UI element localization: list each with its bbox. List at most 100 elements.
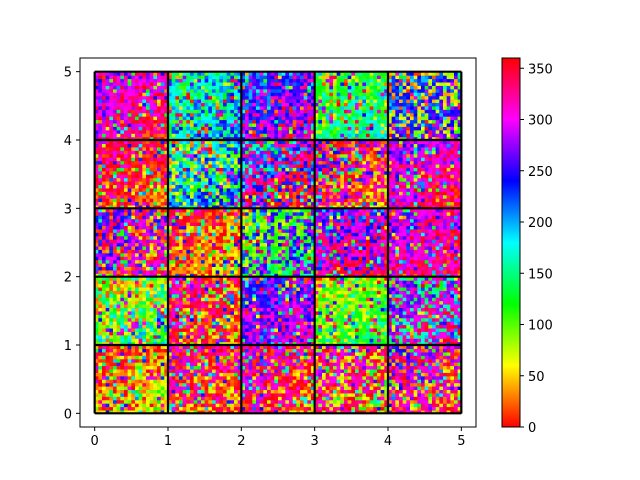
heatmap-cell xyxy=(131,88,136,93)
heatmap-cell xyxy=(212,160,217,165)
heatmap-cell xyxy=(215,163,220,168)
heatmap-cell xyxy=(124,177,129,182)
heatmap-cell xyxy=(267,215,272,220)
heatmap-cell xyxy=(274,204,279,209)
heatmap-cell xyxy=(135,177,140,182)
heatmap-cell xyxy=(153,112,158,117)
heatmap-cell xyxy=(201,362,206,367)
heatmap-cell xyxy=(138,386,143,391)
heatmap-cell xyxy=(208,300,213,305)
heatmap-cell xyxy=(274,170,279,175)
heatmap-cell xyxy=(149,331,154,336)
heatmap-cell xyxy=(230,389,235,394)
heatmap-cell xyxy=(223,235,228,240)
heatmap-cell xyxy=(270,327,275,332)
heatmap-cell xyxy=(168,317,173,322)
heatmap-cell xyxy=(219,321,224,326)
heatmap-cell xyxy=(204,341,209,346)
heatmap-cell xyxy=(142,304,147,309)
heatmap-cell xyxy=(237,102,242,107)
heatmap-cell xyxy=(102,269,107,274)
heatmap-cell xyxy=(208,92,213,97)
heatmap-cell xyxy=(168,327,173,332)
heatmap-cell xyxy=(157,297,162,302)
heatmap-cell xyxy=(190,122,195,127)
heatmap-cell xyxy=(256,232,261,237)
heatmap-cell xyxy=(149,143,154,148)
heatmap-cell xyxy=(160,386,165,391)
heatmap-cell xyxy=(186,232,191,237)
heatmap-cell xyxy=(256,122,261,127)
heatmap-cell xyxy=(182,348,187,353)
heatmap-cell xyxy=(204,150,209,155)
heatmap-cell xyxy=(182,365,187,370)
heatmap-cell xyxy=(182,362,187,367)
heatmap-cell xyxy=(212,109,217,114)
heatmap-cell xyxy=(245,317,250,322)
heatmap-cell xyxy=(274,211,279,216)
heatmap-cell xyxy=(113,122,118,127)
heatmap-cell xyxy=(252,153,257,158)
heatmap-cell xyxy=(146,78,151,83)
heatmap-cell xyxy=(116,198,121,203)
heatmap-cell xyxy=(259,160,264,165)
heatmap-cell xyxy=(124,297,129,302)
heatmap-cell xyxy=(193,358,198,363)
heatmap-cell xyxy=(116,174,121,179)
heatmap-cell xyxy=(179,263,184,268)
heatmap-cell xyxy=(98,348,103,353)
heatmap-cell xyxy=(168,194,173,199)
heatmap-cell xyxy=(160,382,165,387)
heatmap-cell xyxy=(212,143,217,148)
heatmap-cell xyxy=(138,112,143,117)
heatmap-cell xyxy=(248,345,253,350)
heatmap-cell xyxy=(267,249,272,254)
heatmap-cell xyxy=(94,71,99,76)
heatmap-cell xyxy=(138,109,143,114)
heatmap-cell xyxy=(215,242,220,247)
heatmap-cell xyxy=(142,116,147,121)
heatmap-cell xyxy=(102,365,107,370)
heatmap-cell xyxy=(153,283,158,288)
heatmap-cell xyxy=(245,389,250,394)
heatmap-cell xyxy=(237,331,242,336)
heatmap-cell xyxy=(98,75,103,80)
heatmap-cell xyxy=(259,348,264,353)
heatmap-cell xyxy=(116,375,121,380)
heatmap-cell xyxy=(168,228,173,233)
heatmap-cell xyxy=(164,304,169,309)
heatmap-cell xyxy=(241,109,246,114)
heatmap-cell xyxy=(124,99,129,104)
heatmap-cell xyxy=(153,232,158,237)
heatmap-cell xyxy=(102,321,107,326)
heatmap-cell xyxy=(179,95,184,100)
heatmap-cell xyxy=(259,358,264,363)
heatmap-cell xyxy=(182,116,187,121)
heatmap-cell xyxy=(256,396,261,401)
heatmap-cell xyxy=(241,351,246,356)
heatmap-cell xyxy=(215,194,220,199)
heatmap-cell xyxy=(223,334,228,339)
heatmap-cell xyxy=(186,280,191,285)
heatmap-cell xyxy=(168,341,173,346)
heatmap-cell xyxy=(127,386,132,391)
heatmap-cell xyxy=(230,266,235,271)
heatmap-cell xyxy=(186,304,191,309)
heatmap-cell xyxy=(171,194,176,199)
heatmap-cell xyxy=(190,218,195,223)
heatmap-cell xyxy=(120,150,125,155)
heatmap-cell xyxy=(171,338,176,343)
heatmap-cell xyxy=(153,355,158,360)
heatmap-cell xyxy=(190,307,195,312)
heatmap-cell xyxy=(168,249,173,254)
heatmap-cell xyxy=(270,293,275,298)
heatmap-cell xyxy=(208,297,213,302)
heatmap-cell xyxy=(135,181,140,186)
heatmap-cell xyxy=(208,341,213,346)
heatmap-cell xyxy=(179,211,184,216)
heatmap-cell xyxy=(120,249,125,254)
heatmap-cell xyxy=(153,365,158,370)
heatmap-cell xyxy=(131,211,136,216)
heatmap-cell xyxy=(248,403,253,408)
heatmap-cell xyxy=(190,286,195,291)
